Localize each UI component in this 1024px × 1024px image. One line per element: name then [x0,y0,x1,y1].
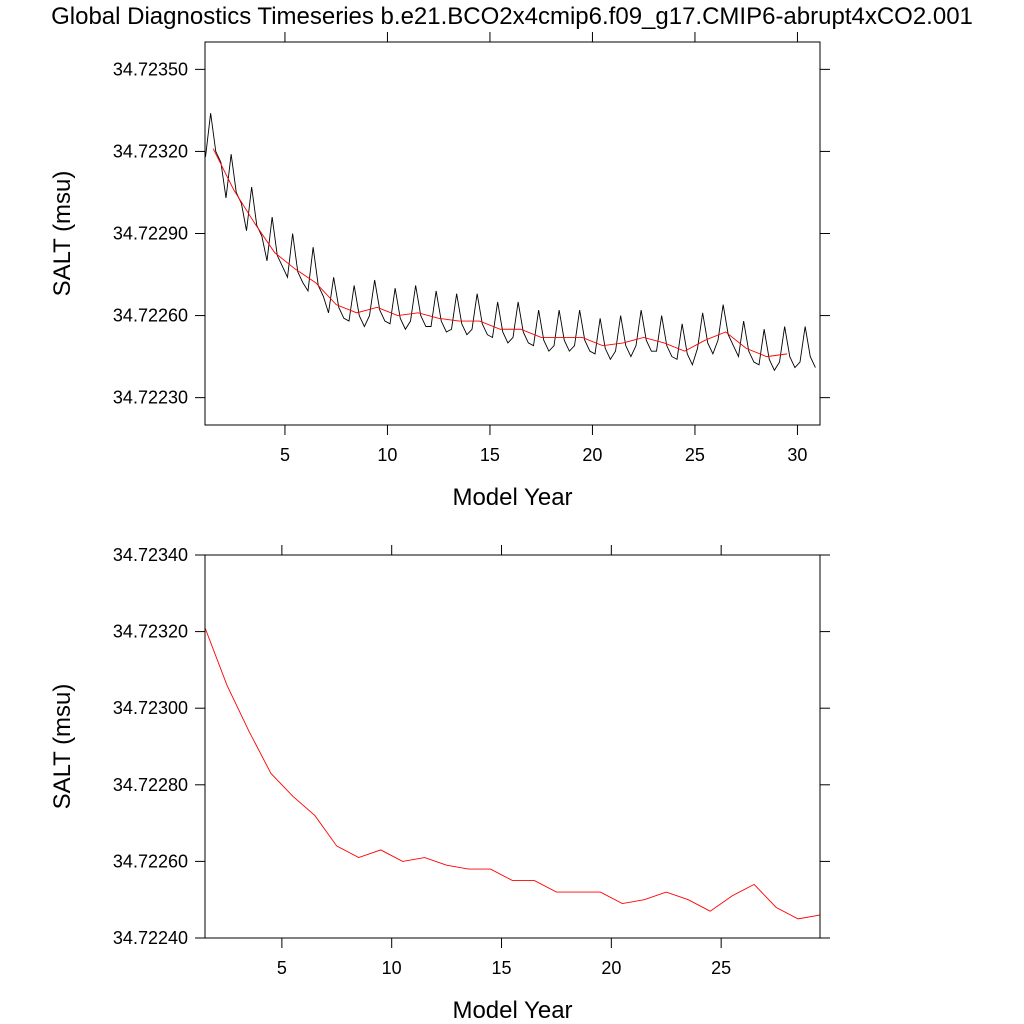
x-axis-label: Model Year [452,484,572,511]
y-tick-label: 34.72230 [113,388,188,408]
x-tick-label: 20 [582,445,602,465]
x-tick-label: 5 [280,445,290,465]
y-tick-label: 34.72290 [113,224,188,244]
x-tick-label: 5 [277,958,287,978]
y-tick-label: 34.72240 [113,928,188,948]
x-tick-label: 20 [601,958,621,978]
x-tick-label: 25 [685,445,705,465]
data-line [204,627,821,920]
y-tick-label: 34.72280 [113,775,188,795]
y-tick-label: 34.72260 [113,306,188,326]
x-tick-label: 10 [377,445,397,465]
y-tick-label: 34.72350 [113,59,188,79]
y-axis-label: SALT (msu) [49,171,76,297]
y-tick-label: 34.72320 [113,622,188,642]
y-tick-label: 34.72340 [113,545,188,565]
y-tick-label: 34.72260 [113,851,188,871]
x-tick-label: 25 [711,958,731,978]
y-axis-label: SALT (msu) [49,684,76,810]
x-tick-label: 10 [382,958,402,978]
data-line [212,148,788,358]
x-tick-label: 30 [787,445,807,465]
plot-frame [204,554,821,939]
x-tick-label: 15 [480,445,500,465]
x-tick-label: 15 [492,958,512,978]
data-line [205,113,816,372]
plot-frame [204,41,821,426]
x-axis-label: Model Year [452,997,572,1024]
y-tick-label: 34.72320 [113,141,188,161]
title: Global Diagnostics Timeseries b.e21.BCO2… [51,3,973,30]
y-tick-label: 34.72300 [113,698,188,718]
